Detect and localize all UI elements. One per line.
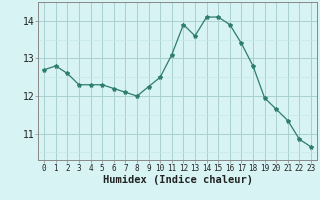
X-axis label: Humidex (Indice chaleur): Humidex (Indice chaleur): [103, 175, 252, 185]
